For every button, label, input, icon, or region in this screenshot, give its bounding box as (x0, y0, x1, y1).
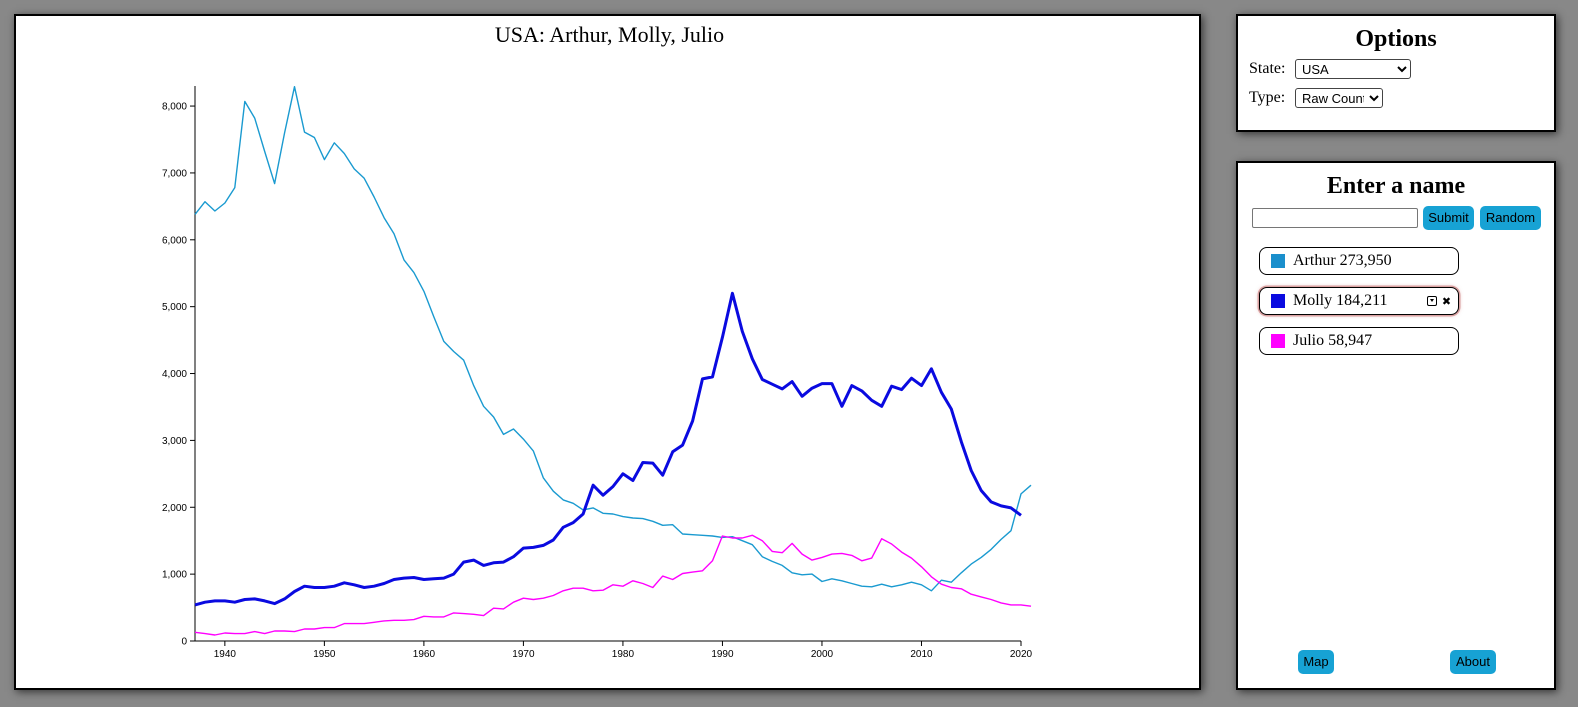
x-tick-label: 1980 (612, 649, 635, 660)
name-input[interactable] (1252, 208, 1418, 228)
y-tick-label: 7,000 (162, 168, 187, 179)
color-swatch (1271, 254, 1285, 268)
x-tick-label: 2010 (910, 649, 933, 660)
line-chart: 0 1,000 2,000 3,000 4,000 5,000 6,000 7,000 8,00… (162, 85, 1033, 660)
options-panel: Options State: USA Type: Raw Count (1236, 14, 1556, 132)
y-tick-label: 4,000 (162, 369, 187, 380)
type-row: Type: Raw Count (1249, 88, 1383, 108)
y-tick-label: 5,000 (162, 302, 187, 313)
series-line-julio (194, 534, 1032, 636)
y-tick-label: 3,000 (162, 436, 187, 447)
entry-actions: ✖ (1427, 296, 1452, 307)
random-button[interactable]: Random (1480, 206, 1541, 230)
type-label: Type: (1249, 89, 1286, 106)
x-tick-label: 2000 (811, 649, 834, 660)
x-tick-label: 1960 (413, 649, 436, 660)
x-tick-label: 2020 (1010, 649, 1033, 660)
chart-panel: USA: Arthur, Molly, Julio 0 1,000 2,000 3,0… (14, 14, 1201, 690)
x-tick-label: 1950 (313, 649, 336, 660)
state-select[interactable]: USA (1295, 59, 1411, 79)
names-panel: Enter a name Submit Random Arthur 273,95… (1236, 161, 1556, 690)
y-tick-label: 0 (181, 637, 187, 648)
close-icon[interactable]: ✖ (1441, 294, 1452, 308)
y-tick-label: 1,000 (162, 570, 187, 581)
name-entry-molly[interactable]: Molly 184,211 ✖ (1259, 287, 1459, 315)
name-entry-arthur[interactable]: Arthur 273,950 (1259, 247, 1459, 275)
submit-button[interactable]: Submit (1423, 206, 1474, 230)
x-tick-label: 1990 (711, 649, 734, 660)
state-row: State: USA (1249, 59, 1411, 79)
about-button[interactable]: About (1450, 650, 1496, 674)
options-heading: Options (1355, 26, 1437, 52)
x-tick-label: 1940 (214, 649, 237, 660)
x-tick-label: 1970 (512, 649, 535, 660)
map-button[interactable]: Map (1298, 650, 1334, 674)
dropdown-icon[interactable] (1427, 296, 1437, 306)
series-line-arthur (194, 85, 1032, 592)
name-entry-label: Arthur 273,950 (1293, 252, 1392, 269)
color-swatch (1271, 294, 1285, 308)
series-line-molly (194, 291, 1022, 607)
name-entry-label: Julio 58,947 (1293, 332, 1373, 349)
state-label: State: (1249, 60, 1286, 77)
y-tick-label: 8,000 (162, 102, 187, 113)
enter-name-heading: Enter a name (1326, 173, 1466, 199)
y-tick-label: 2,000 (162, 503, 187, 514)
chart-title: USA: Arthur, Molly, Julio (494, 22, 725, 47)
name-entry-julio[interactable]: Julio 58,947 (1259, 327, 1459, 355)
y-tick-label: 6,000 (162, 235, 187, 246)
name-entry-label: Molly 184,211 (1293, 292, 1388, 309)
type-select[interactable]: Raw Count (1295, 88, 1383, 108)
color-swatch (1271, 334, 1285, 348)
